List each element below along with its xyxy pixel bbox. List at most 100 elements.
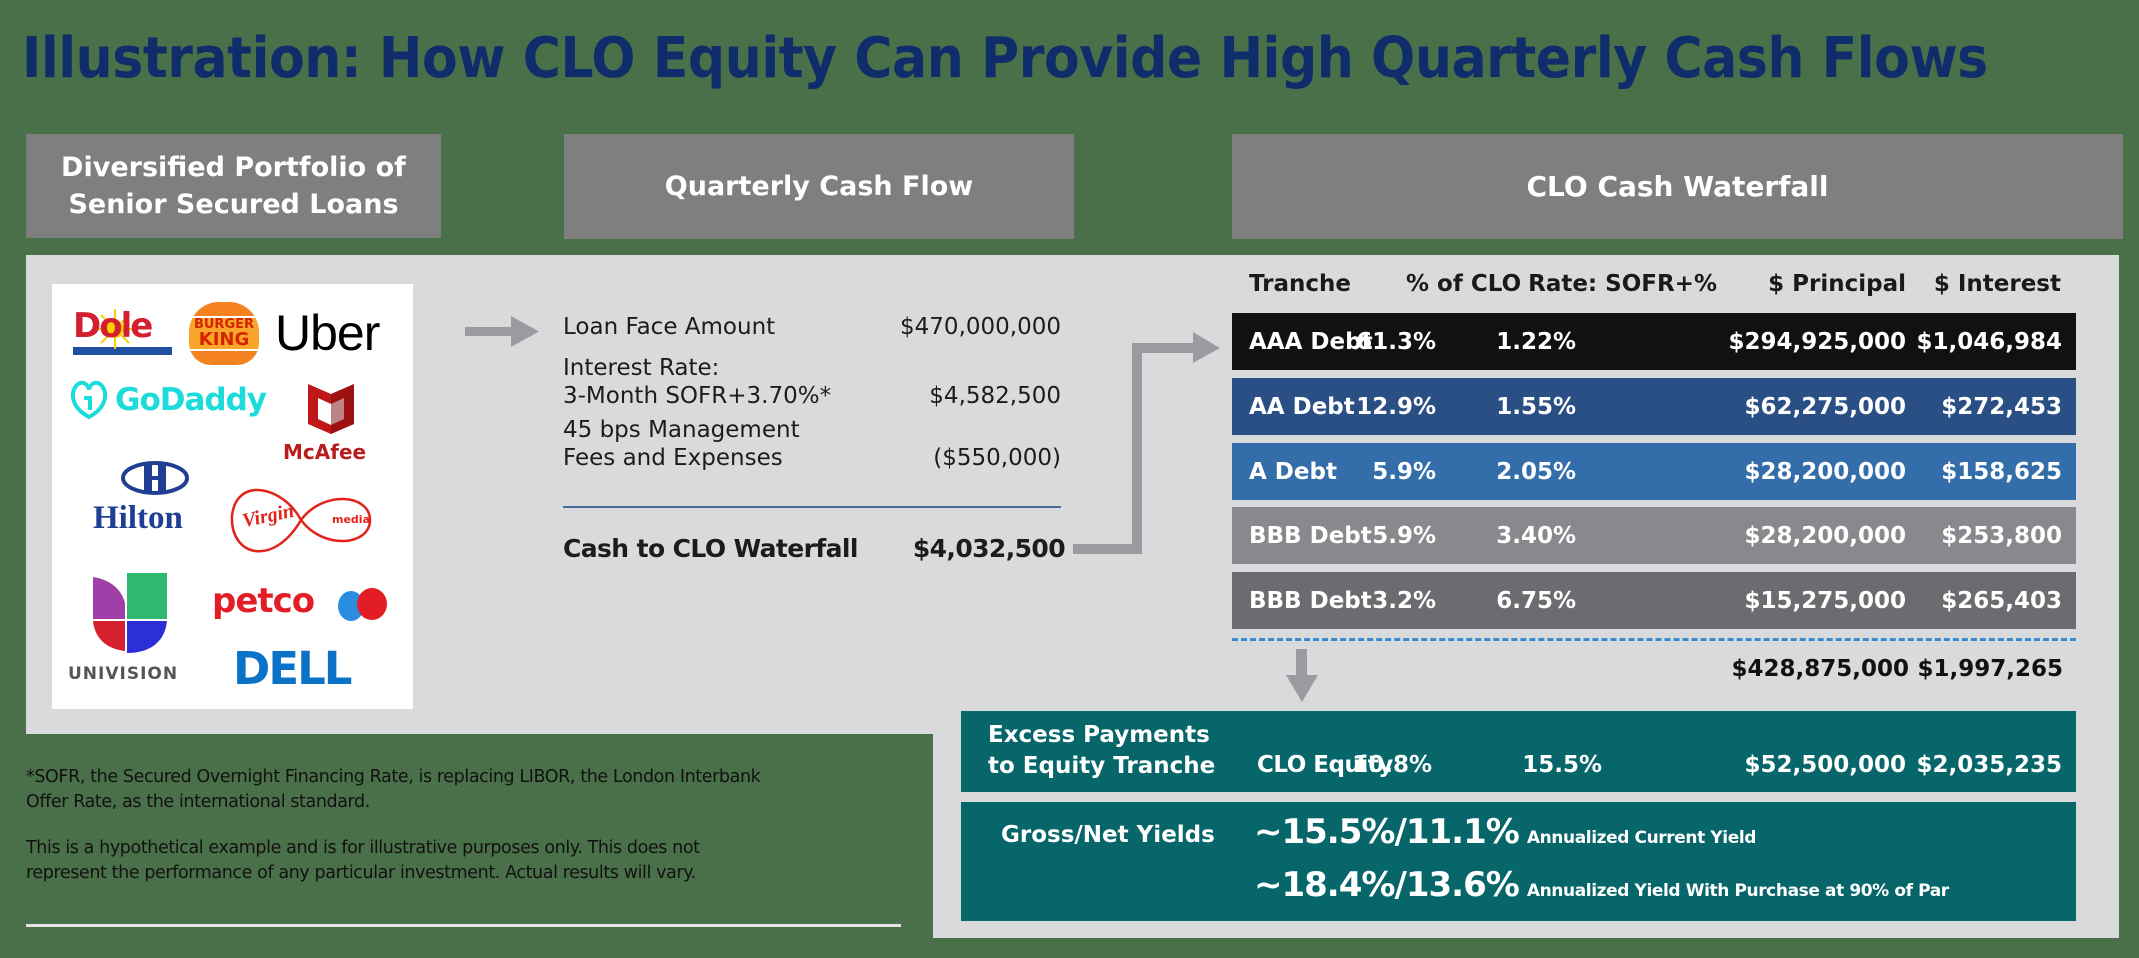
quarterly-header-label: Quarterly Cash Flow (664, 171, 974, 202)
footer-rule (26, 924, 901, 927)
dashed-separator (1232, 638, 2076, 641)
mcafee-text: McAfee (283, 440, 367, 464)
equity-label-line2: to Equity Tranche (988, 753, 1216, 779)
waterfall-header: CLO Cash Waterfall (1232, 134, 2123, 239)
page-title: Illustration: How CLO Equity Can Provide… (22, 26, 1988, 91)
col-header-pct: % of CLO (1406, 271, 1522, 297)
tranche-row-bbb-2: BBB Debt 3.2% 6.75% $15,275,000 $265,403 (1232, 572, 2076, 629)
interest-rate-label-line1: Interest Rate: (563, 355, 720, 381)
equity-pct: 10.8% (1352, 752, 1432, 778)
equity-interest: $2,035,235 (1916, 752, 2062, 778)
tranche-row-bbb: BBB Debt 5.9% 3.40% $28,200,000 $253,800 (1232, 507, 2076, 564)
tranche-name: AA Debt (1249, 393, 1355, 420)
quarterly-header: Quarterly Cash Flow (564, 134, 1074, 239)
petco-logo: petco (212, 584, 392, 624)
tranche-rate: 1.22% (1496, 328, 1576, 355)
interest-value: $4,582,500 (929, 383, 1061, 409)
tranche-principal: $62,275,000 (1744, 393, 1906, 420)
petco-pets-icon (338, 588, 387, 621)
tranche-rate: 1.55% (1496, 393, 1576, 420)
tranche-name: AAA Debt (1249, 328, 1373, 355)
hilton-emblem-icon (121, 461, 189, 495)
row-management-fees: 45 bps Management Fees and Expenses ($55… (563, 414, 1061, 472)
cash-to-waterfall-label: Cash to CLO Waterfall (563, 534, 858, 563)
yield-current-caption: Annualized Current Yield (1526, 828, 1757, 848)
hilton-text: Hilton (93, 500, 183, 536)
media-text: media (332, 513, 370, 526)
tranche-principal: $28,200,000 (1744, 522, 1906, 549)
tranche-interest: $253,800 (1941, 522, 2062, 549)
hilton-logo: Hilton (93, 460, 213, 535)
row-cash-to-waterfall: Cash to CLO Waterfall $4,032,500 (563, 531, 1066, 563)
equity-tranche-name: CLO Equity (1257, 752, 1393, 778)
tranche-pct: 5.9% (1372, 522, 1436, 549)
disclaimer-line1: This is a hypothetical example and is fo… (26, 838, 700, 858)
yields-label: Gross/Net Yields (1001, 822, 1215, 848)
tranche-principal: $15,275,000 (1744, 587, 1906, 614)
mcafee-logo: McAfee (283, 384, 383, 462)
godaddy-heart-icon (70, 380, 108, 420)
col-header-interest: $ Interest (1933, 271, 2061, 297)
tranche-principal: $28,200,000 (1744, 458, 1906, 485)
sofr-footnote-line1: *SOFR, the Secured Overnight Financing R… (26, 767, 761, 787)
tranche-rate: 3.40% (1496, 522, 1576, 549)
waterfall-header-label: CLO Cash Waterfall (1526, 170, 1829, 203)
sofr-footnote-line2: Offer Rate, as the international standar… (26, 792, 370, 812)
tranche-row-a: A Debt 5.9% 2.05% $28,200,000 $158,625 (1232, 443, 2076, 500)
tranche-row-aaa: AAA Debt 61.3% 1.22% $294,925,000 $1,046… (1232, 313, 2076, 370)
tranche-name: A Debt (1249, 458, 1337, 485)
tranche-rate: 6.75% (1496, 587, 1576, 614)
tranche-pct: 5.9% (1372, 458, 1436, 485)
elbow-arrow-icon (1073, 332, 1223, 555)
col-header-principal: $ Principal (1768, 271, 1906, 297)
tranche-interest: $158,625 (1941, 458, 2062, 485)
virgin-media-logo: Virgin media (228, 476, 374, 564)
dole-text: Dole (73, 306, 153, 346)
portfolio-header: Diversified Portfolio of Senior Secured … (26, 134, 441, 238)
col-header-rate: Rate: SOFR+% (1528, 271, 1717, 297)
logo-grid: Dole BURGER KING Uber GoDaddy McAfee Hil… (52, 284, 413, 709)
tranche-pct: 3.2% (1372, 587, 1436, 614)
disclaimer: This is a hypothetical example and is fo… (26, 836, 906, 886)
tranche-interest: $265,403 (1941, 587, 2062, 614)
arrow-down-icon (1286, 649, 1318, 702)
arrow-right-icon (465, 316, 539, 347)
burger-king-logo: BURGER KING (189, 302, 259, 365)
portfolio-header-line2: Senior Secured Loans (68, 189, 399, 220)
equity-principal: $52,500,000 (1744, 752, 1906, 778)
equity-tranche-row: Excess Payments to Equity Tranche CLO Eq… (961, 711, 2076, 792)
tranche-principal: $294,925,000 (1728, 328, 1906, 355)
mcafee-shield-icon (308, 384, 354, 434)
col-header-tranche: Tranche (1249, 271, 1352, 297)
row-loan-face-amount: Loan Face Amount $470,000,000 (563, 311, 1061, 341)
fees-value: ($550,000) (933, 445, 1061, 471)
dole-logo: Dole (73, 307, 172, 359)
yield-par-caption: Annualized Yield With Purchase at 90% of… (1526, 881, 1949, 901)
sofr-footnote: *SOFR, the Secured Overnight Financing R… (26, 765, 906, 815)
loan-face-value: $470,000,000 (900, 314, 1061, 340)
univision-u-icon (93, 573, 167, 653)
petco-text: petco (212, 581, 315, 621)
equity-rate: 15.5% (1522, 752, 1602, 778)
dole-sun-icon (73, 309, 172, 355)
tranche-interest: $272,453 (1941, 393, 2062, 420)
univision-text: UNIVISION (68, 664, 179, 684)
total-principal: $428,875,000 (1731, 656, 1909, 682)
cash-to-waterfall-value: $4,032,500 (912, 534, 1066, 563)
interest-rate-label-line2: 3-Month SOFR+3.70%* (563, 383, 832, 409)
fees-label-line2: Fees and Expenses (563, 445, 783, 471)
yields-box: Gross/Net Yields ~15.5%/11.1% Annualized… (961, 802, 2076, 921)
total-interest: $1,997,265 (1917, 656, 2063, 682)
yield-par-value: ~18.4%/13.6% (1254, 865, 1520, 905)
tranche-name: BBB Debt (1249, 522, 1372, 549)
tranche-name: BBB Debt (1249, 587, 1372, 614)
disclaimer-line2: represent the performance of any particu… (26, 863, 696, 883)
portfolio-header-line1: Diversified Portfolio of (61, 152, 406, 183)
loan-face-label: Loan Face Amount (563, 314, 776, 340)
dell-logo: DELL (233, 642, 352, 695)
yield-line-par: ~18.4%/13.6% Annualized Yield With Purch… (1254, 865, 1949, 905)
quarterly-divider (563, 506, 1061, 508)
equity-label-line1: Excess Payments (988, 722, 1210, 748)
tranche-pct: 61.3% (1356, 328, 1436, 355)
yield-line-current: ~15.5%/11.1% Annualized Current Yield (1254, 812, 1756, 852)
